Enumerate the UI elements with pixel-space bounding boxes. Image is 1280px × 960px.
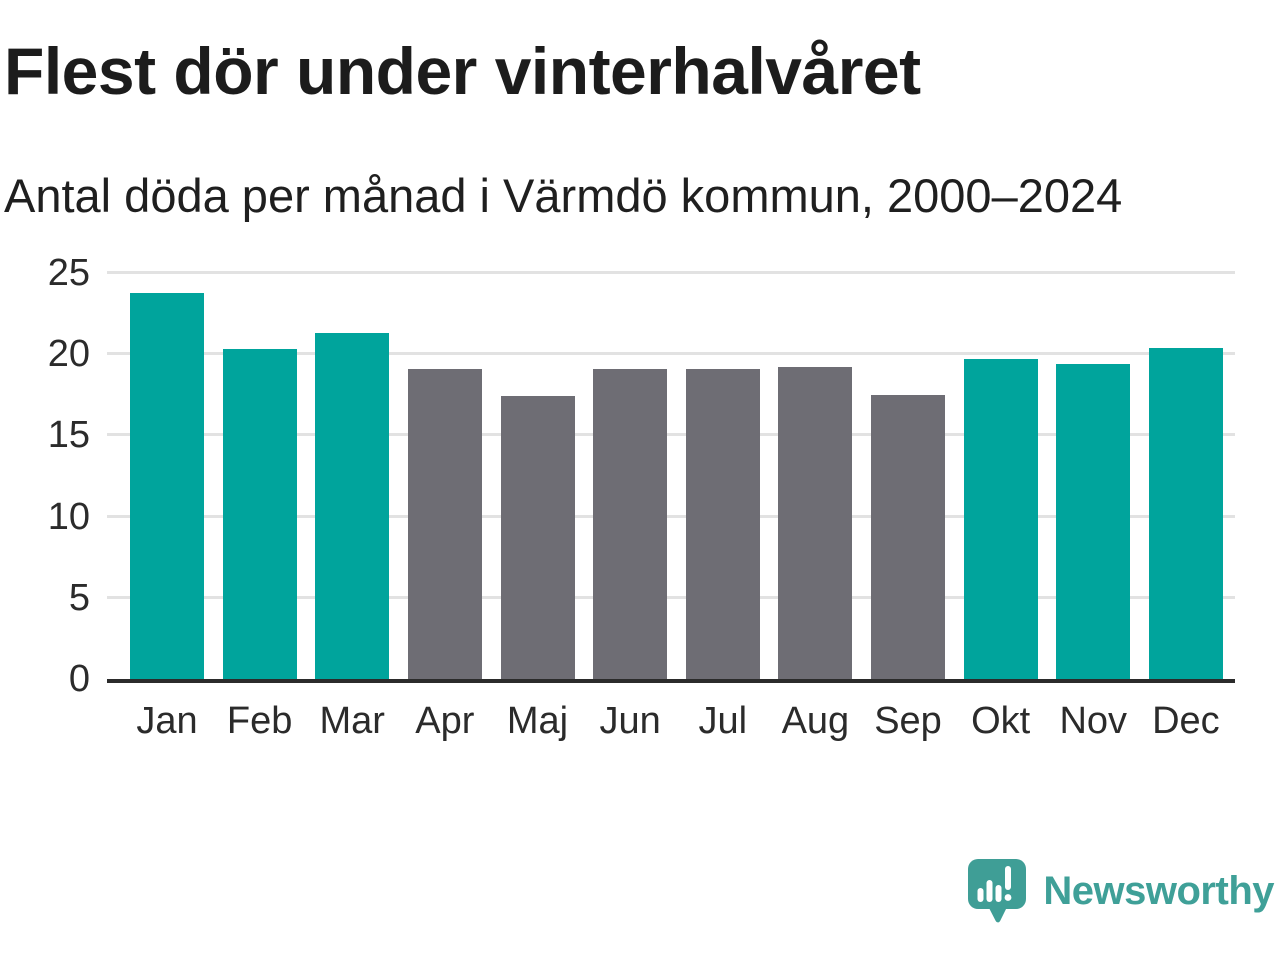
bar-slot-nov: Nov (1056, 273, 1131, 741)
bar-dec (1148, 347, 1223, 679)
bar-slot-maj: Maj (500, 273, 575, 741)
bar-slot-okt: Okt (963, 273, 1038, 741)
plot-area: Jan Feb Mar Apr Maj Jun Jul Aug Sep Okt Nov Dec (107, 271, 1235, 741)
bar-slot-sep: Sep (871, 273, 945, 741)
chart-subtitle: Antal döda per månad i Värmdö kommun, 20… (4, 169, 1123, 222)
bar-feb (222, 349, 297, 679)
x-tick-label-okt: Okt (971, 700, 1031, 742)
bar-slot-apr: Apr (407, 273, 482, 741)
bar-slot-jan: Jan (130, 273, 204, 741)
x-tick-label-jan: Jan (136, 700, 198, 742)
y-tick-label-10: 10 (47, 495, 90, 538)
x-tick-label-sep: Sep (874, 700, 942, 742)
bar-maj (500, 396, 575, 679)
gridline-20 (107, 352, 1235, 356)
bar-slot-dec: Dec (1148, 273, 1223, 741)
x-tick-label-dec: Dec (1152, 700, 1220, 742)
x-tick-label-apr: Apr (415, 700, 475, 742)
bar-okt (963, 359, 1038, 679)
bar-slot-mar: Mar (315, 273, 390, 741)
bar-jul (685, 368, 760, 679)
x-tick-label-maj: Maj (506, 700, 569, 742)
bar-nov (1056, 363, 1131, 679)
bar-slot-jun: Jun (593, 273, 668, 741)
y-tick-label-20: 20 (47, 333, 90, 376)
x-tick-label-jul: Jul (698, 700, 748, 742)
x-tick-label-nov: Nov (1059, 700, 1128, 742)
newsworthy-logo: Newsworthy (967, 858, 1274, 924)
bar-mar (315, 333, 390, 679)
y-tick-label-0: 0 (68, 658, 90, 700)
newsworthy-chart-pin-icon (968, 859, 1027, 923)
page-title: Flest dör under vinterhalvåret (4, 34, 921, 108)
bar-slot-feb: Feb (222, 273, 297, 741)
brand-name: Newsworthy (1043, 868, 1274, 913)
y-tick-label-15: 15 (47, 414, 90, 457)
bar-jun (593, 368, 668, 679)
gridline-25 (107, 271, 1235, 274)
bar-jan (130, 292, 204, 679)
x-tick-label-mar: Mar (319, 700, 385, 742)
gridline-10 (107, 514, 1235, 518)
y-tick-label-5: 5 (68, 576, 90, 619)
y-tick-label-25: 25 (47, 252, 90, 294)
x-tick-label-aug: Aug (781, 700, 850, 742)
bar-slot-jul: Jul (685, 273, 760, 741)
gridline-15 (107, 433, 1235, 437)
bar-slot-aug: Aug (778, 273, 853, 741)
bar-apr (407, 368, 482, 679)
y-axis: 0 5 10 15 20 25 (0, 253, 95, 699)
bar-aug (778, 367, 853, 679)
x-tick-label-feb: Feb (226, 700, 293, 742)
gridline-5 (107, 595, 1235, 599)
bars: Jan Feb Mar Apr Maj Jun Jul Aug Sep Okt Nov Dec (107, 273, 1235, 741)
x-tick-label-jun: Jun (599, 700, 661, 742)
bar-sep (871, 394, 945, 679)
